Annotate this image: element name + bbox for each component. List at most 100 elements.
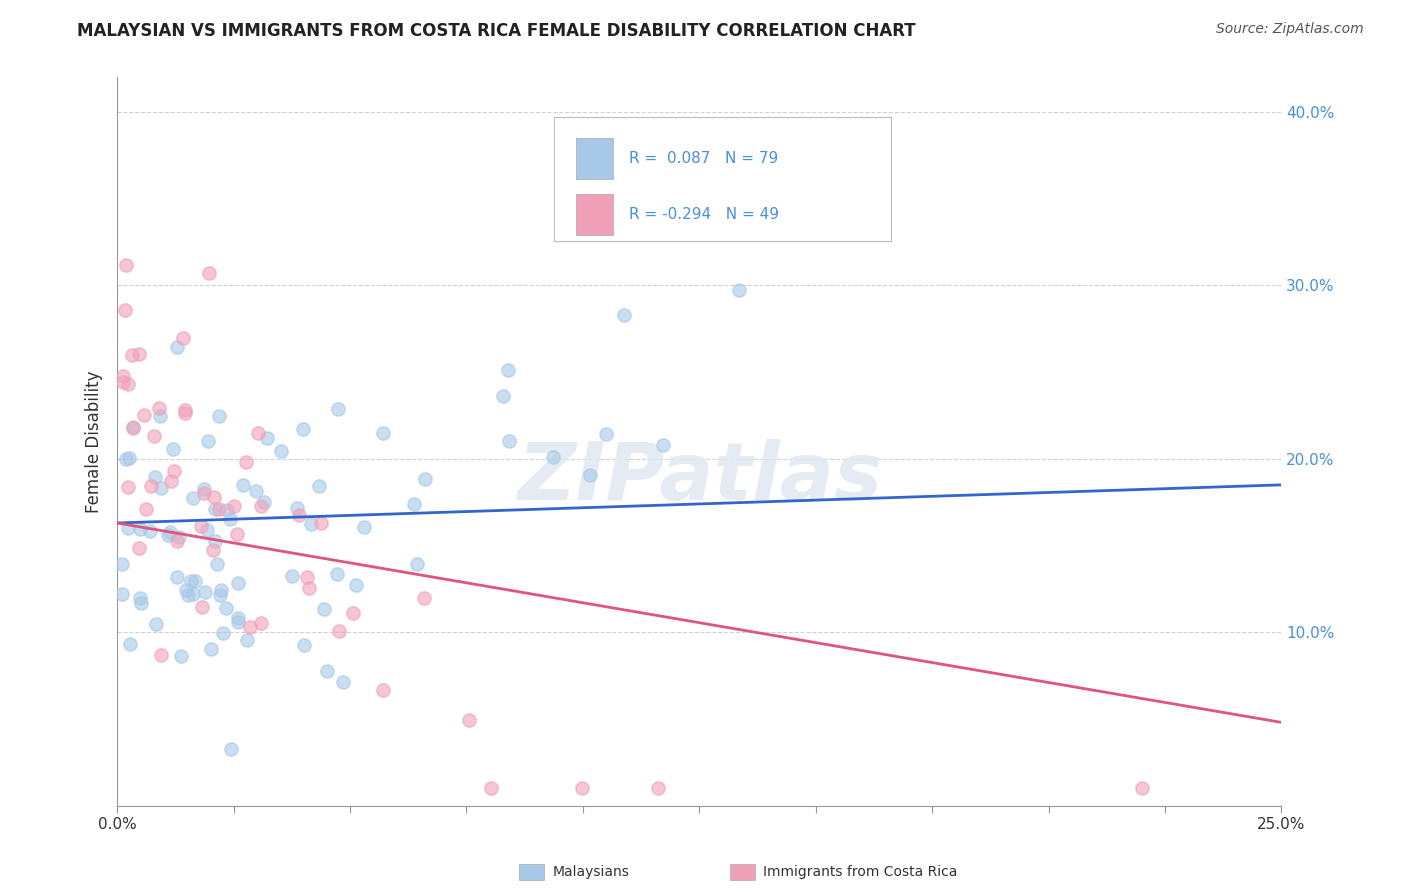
Point	[180, 574, 202, 588]
Point	[166, 570, 188, 584]
Point	[200, 641, 222, 656]
Point	[193, 486, 215, 500]
Point	[114, 303, 136, 318]
Point	[128, 541, 150, 555]
Point	[226, 615, 249, 629]
Point	[225, 526, 247, 541]
Point	[1130, 781, 1153, 796]
Point	[142, 429, 165, 443]
Point	[613, 308, 636, 322]
Point	[252, 495, 274, 509]
Point	[135, 501, 157, 516]
Point	[299, 516, 322, 531]
Point	[204, 501, 226, 516]
Point	[145, 617, 167, 632]
Point	[373, 683, 395, 698]
Point	[226, 611, 249, 625]
Point	[496, 363, 519, 377]
Point	[149, 481, 172, 495]
Point	[232, 477, 254, 491]
Point	[281, 568, 304, 582]
Point	[308, 479, 330, 493]
Point	[413, 472, 436, 486]
Point	[328, 624, 350, 638]
Point	[288, 508, 311, 522]
Point	[141, 479, 163, 493]
Point	[138, 524, 160, 539]
Point	[297, 570, 319, 584]
Point	[245, 484, 267, 499]
Point	[117, 376, 139, 391]
Point	[652, 438, 675, 452]
Point	[543, 450, 565, 465]
Point	[236, 633, 259, 648]
Point	[181, 491, 204, 506]
Point	[492, 389, 515, 403]
Point	[209, 582, 232, 597]
Point	[226, 576, 249, 591]
Point	[326, 566, 349, 581]
Point	[198, 266, 221, 280]
FancyBboxPatch shape	[554, 118, 891, 241]
Point	[270, 444, 292, 458]
Point	[121, 421, 143, 435]
Point	[250, 499, 273, 513]
Point	[122, 420, 145, 434]
Point	[219, 741, 242, 756]
Point	[149, 409, 172, 423]
Point	[208, 588, 231, 602]
Point	[159, 524, 181, 539]
Point	[174, 582, 197, 597]
Point	[166, 340, 188, 354]
Point	[143, 470, 166, 484]
FancyBboxPatch shape	[576, 137, 613, 179]
Point	[148, 401, 170, 415]
Point	[173, 406, 195, 420]
Y-axis label: Female Disability: Female Disability	[86, 370, 103, 513]
Point	[111, 368, 134, 383]
Point	[647, 781, 669, 796]
Text: Source: ZipAtlas.com: Source: ZipAtlas.com	[1216, 22, 1364, 37]
Point	[204, 534, 226, 549]
Point	[371, 425, 394, 440]
Point	[298, 581, 321, 595]
Point	[292, 638, 315, 652]
Point	[197, 434, 219, 449]
Point	[314, 602, 336, 616]
Point	[207, 409, 229, 423]
Point	[250, 615, 273, 630]
Point	[287, 500, 309, 515]
Point	[315, 664, 337, 678]
Point	[166, 533, 188, 548]
Point	[163, 464, 186, 478]
Point	[132, 409, 155, 423]
Point	[162, 442, 184, 456]
Point	[571, 781, 593, 796]
Point	[157, 527, 180, 541]
Point	[217, 503, 239, 517]
Point	[202, 542, 225, 557]
Point	[246, 426, 269, 441]
Point	[256, 431, 278, 445]
Point	[291, 422, 314, 436]
Point	[118, 450, 141, 465]
Point	[111, 587, 134, 601]
Point	[412, 591, 434, 606]
Point	[177, 588, 200, 602]
Point	[174, 402, 197, 417]
Point	[129, 522, 152, 536]
Point	[128, 347, 150, 361]
Point	[129, 591, 152, 606]
Point	[207, 557, 229, 571]
Text: R =  0.087   N = 79: R = 0.087 N = 79	[630, 151, 779, 166]
Point	[193, 585, 215, 599]
Point	[239, 619, 262, 633]
Point	[326, 401, 349, 416]
Point	[344, 578, 367, 592]
Point	[193, 483, 215, 497]
Point	[117, 521, 139, 535]
Point	[342, 607, 364, 621]
Point	[353, 520, 375, 534]
Point	[115, 258, 138, 272]
Point	[202, 490, 225, 504]
